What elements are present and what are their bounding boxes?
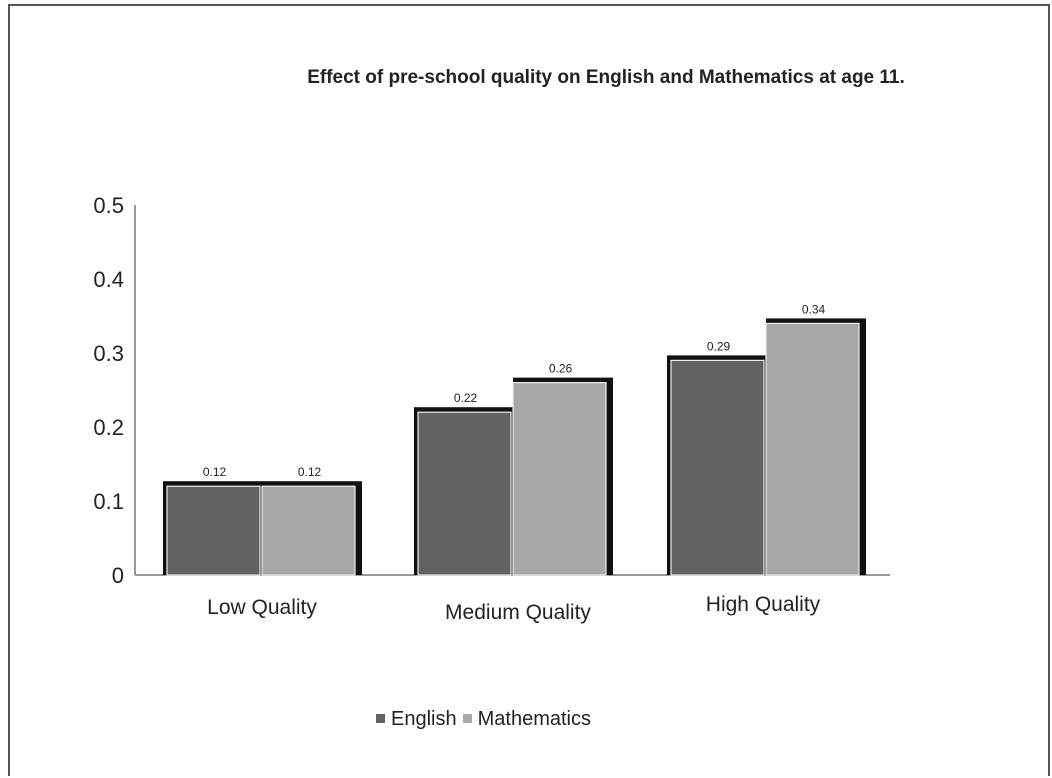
x-category-label: Medium Quality — [445, 601, 591, 624]
y-tick-label: 0.2 — [93, 415, 124, 440]
bar-mathematics — [512, 382, 607, 576]
y-tick-label: 0 — [112, 563, 124, 588]
y-tick-label: 0.5 — [93, 193, 124, 218]
y-tick-label: 0.1 — [93, 489, 124, 514]
x-category-label: High Quality — [706, 593, 821, 616]
y-tick-label: 0.3 — [93, 341, 124, 366]
chart-title: Effect of pre-school quality on English … — [307, 67, 905, 88]
bar-mathematics — [765, 322, 860, 576]
data-label: 0.12 — [203, 465, 227, 479]
bar-english — [166, 485, 261, 576]
data-label: 0.12 — [298, 465, 322, 479]
bar-mathematics — [261, 485, 356, 576]
legend-swatch-english — [376, 714, 385, 723]
bar-english — [670, 359, 765, 576]
legend-label-english: English — [391, 708, 457, 730]
legend-label-mathematics: Mathematics — [477, 708, 591, 730]
legend-item-mathematics: Mathematics — [462, 708, 591, 731]
legend-swatch-mathematics — [462, 714, 472, 723]
data-label: 0.34 — [802, 302, 826, 316]
data-label: 0.22 — [454, 391, 478, 405]
data-label: 0.26 — [549, 362, 573, 376]
bar-english — [417, 411, 512, 576]
legend: English Mathematics — [376, 708, 597, 731]
x-category-label: Low Quality — [207, 596, 317, 619]
y-tick-label: 0.4 — [93, 267, 124, 292]
chart-frame — [8, 4, 1050, 776]
data-label: 0.29 — [707, 339, 731, 353]
legend-item-english: English — [376, 708, 457, 731]
